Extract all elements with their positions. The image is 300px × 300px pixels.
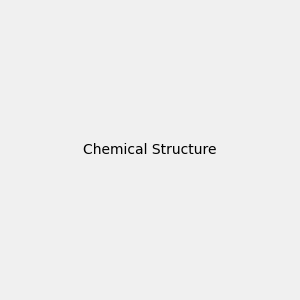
Text: Chemical Structure: Chemical Structure (83, 143, 217, 157)
